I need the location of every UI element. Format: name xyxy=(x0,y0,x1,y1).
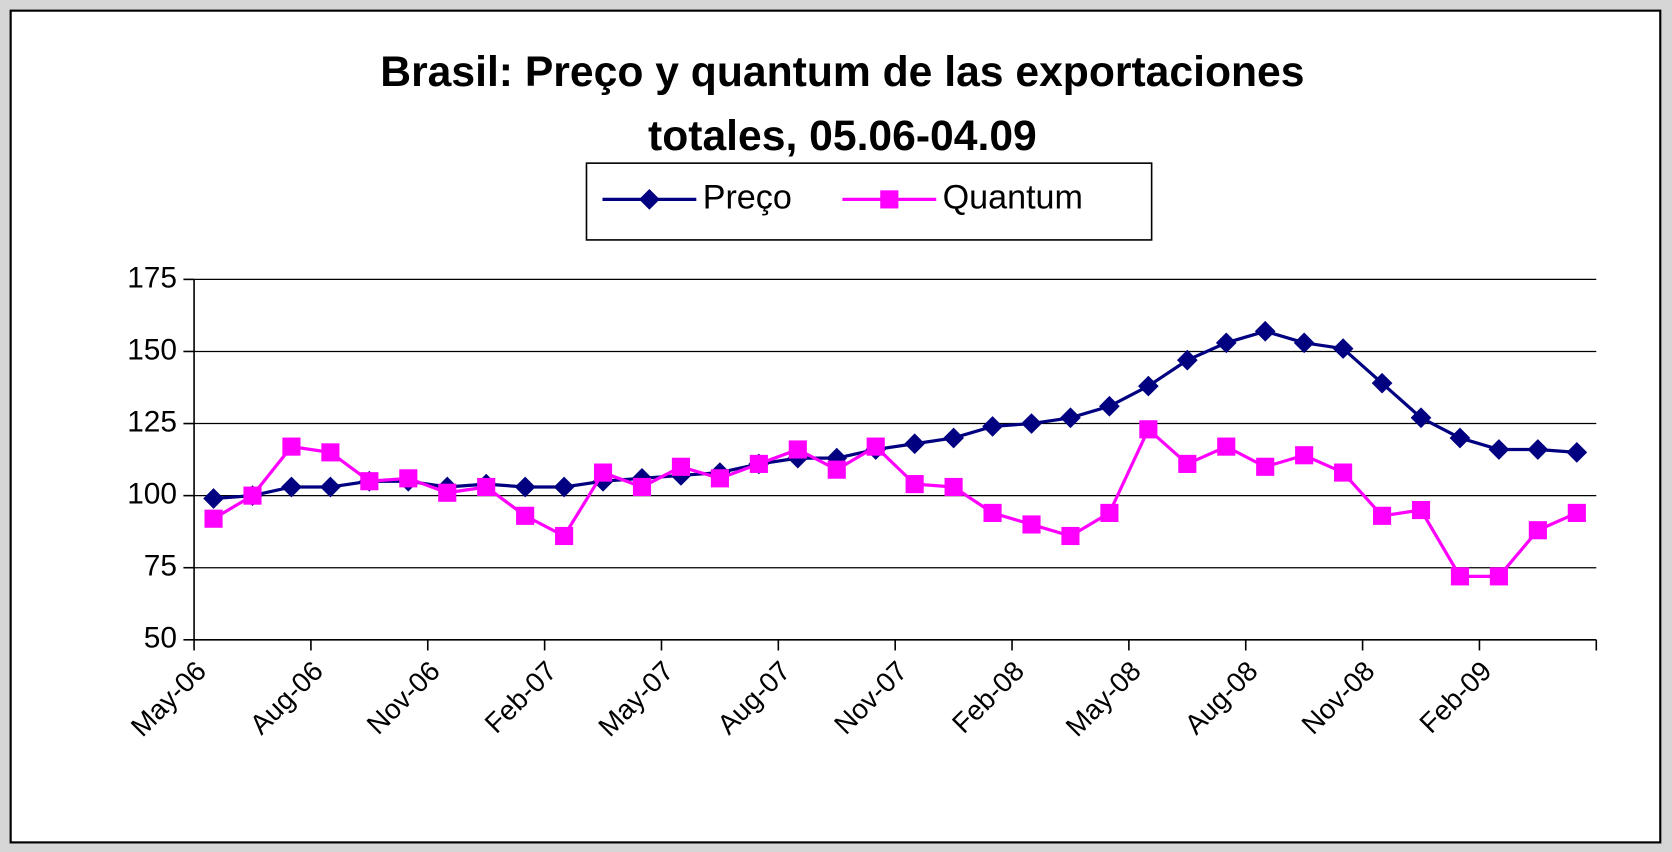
legend-label: Preço xyxy=(703,178,792,216)
data-point xyxy=(1371,372,1393,394)
data-point xyxy=(1527,439,1549,460)
y-tick-label: 150 xyxy=(127,333,177,366)
data-point xyxy=(1410,407,1432,429)
data-point xyxy=(1528,521,1547,540)
data-point xyxy=(1488,439,1510,460)
data-point xyxy=(1100,503,1119,522)
data-point xyxy=(1060,407,1081,429)
data-point xyxy=(514,476,536,498)
data-point xyxy=(1449,427,1471,449)
data-point xyxy=(1256,457,1275,476)
data-point xyxy=(1295,446,1314,465)
data-point xyxy=(320,476,341,498)
legend-marker xyxy=(639,189,660,210)
data-point xyxy=(1176,349,1198,371)
data-point xyxy=(555,526,574,546)
y-tick-label: 75 xyxy=(144,550,177,583)
data-point xyxy=(904,433,926,455)
legend-label: Quantum xyxy=(943,178,1083,216)
data-point xyxy=(477,477,496,497)
data-point xyxy=(1099,395,1120,417)
data-point xyxy=(827,460,846,479)
data-point xyxy=(204,509,223,528)
data-point xyxy=(1061,526,1080,546)
data-point xyxy=(1566,442,1588,463)
data-point xyxy=(1139,420,1158,439)
data-point xyxy=(632,477,652,497)
data-point xyxy=(983,503,1002,522)
chart-area xyxy=(9,9,1662,844)
data-point xyxy=(1138,375,1159,397)
data-point xyxy=(593,463,613,482)
data-point xyxy=(1293,332,1315,354)
data-point xyxy=(1411,500,1431,520)
data-point xyxy=(553,476,575,498)
data-point xyxy=(203,488,224,509)
legend-marker xyxy=(880,190,899,209)
y-tick-label: 50 xyxy=(144,622,177,655)
data-point xyxy=(1021,413,1042,434)
data-point xyxy=(866,437,885,456)
data-point xyxy=(905,475,924,494)
data-point xyxy=(360,472,379,491)
data-point xyxy=(1022,515,1041,534)
y-tick-label: 125 xyxy=(127,405,177,438)
data-point xyxy=(1567,503,1586,522)
data-point xyxy=(944,477,963,497)
data-point xyxy=(710,469,729,488)
data-point xyxy=(1215,332,1237,354)
data-point xyxy=(943,427,964,449)
data-point xyxy=(982,416,1003,437)
data-point xyxy=(749,454,768,473)
data-point xyxy=(438,483,457,502)
data-point xyxy=(1254,320,1276,342)
y-tick-label: 175 xyxy=(127,261,177,294)
chart-title: Brasil: Preço y quantum de las exportaci… xyxy=(380,48,1304,96)
data-point xyxy=(1178,454,1197,473)
data-point xyxy=(1332,338,1354,359)
data-point xyxy=(281,476,302,498)
legend xyxy=(585,162,1153,241)
data-point xyxy=(321,443,340,462)
data-point xyxy=(399,469,418,488)
data-point xyxy=(1450,567,1470,586)
data-point xyxy=(1217,437,1236,456)
chart-title: totales, 05.06-04.09 xyxy=(648,112,1037,160)
data-point xyxy=(243,486,262,505)
data-point xyxy=(1489,567,1508,586)
y-tick-label: 100 xyxy=(127,478,177,511)
data-point xyxy=(1334,463,1353,482)
data-point xyxy=(788,440,807,459)
data-point xyxy=(516,506,535,525)
data-point xyxy=(282,437,301,456)
data-point xyxy=(671,457,691,476)
data-point xyxy=(1372,506,1392,525)
